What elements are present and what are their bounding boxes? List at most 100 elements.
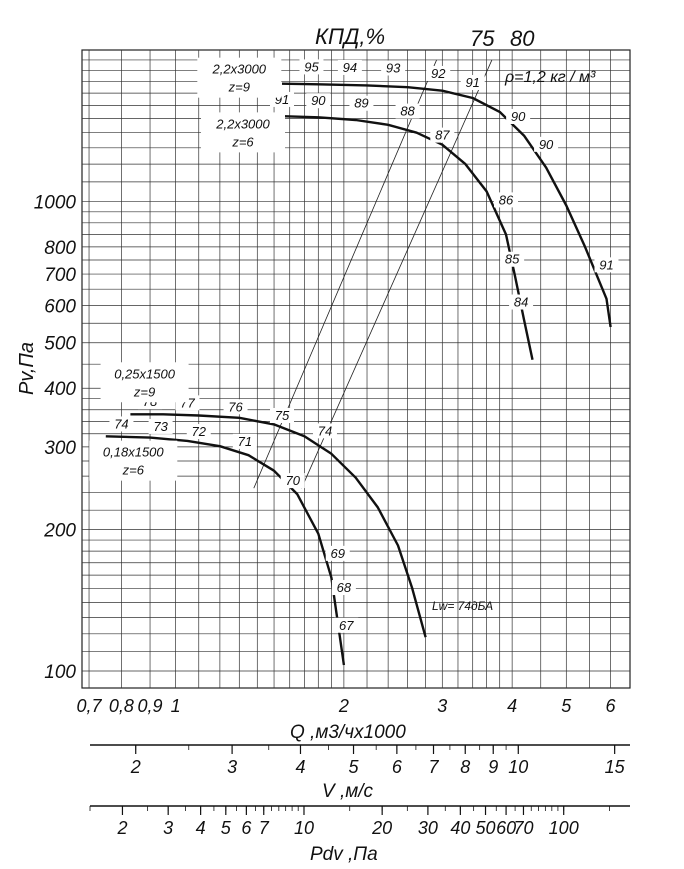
efficiency-mark: 95 <box>304 59 319 74</box>
series-label: 0,25x1500 <box>114 366 175 381</box>
series-label: 0,18x1500 <box>103 445 164 460</box>
secondary-axis-tick-label: 7 <box>259 818 270 838</box>
efficiency-mark-bg <box>270 407 295 423</box>
series-label-bg <box>201 112 286 153</box>
secondary-axis-tick-label: 9 <box>488 757 498 777</box>
chart-axes: 0,7 0,8 0,9 1 2 3 4 5 6 100 200 300 400 500 600 700 800 1… <box>34 192 617 716</box>
series-label-bg <box>89 440 178 481</box>
plot-frame <box>81 49 631 689</box>
x-tick-label: 6 <box>606 696 617 716</box>
y-tick-label: 400 <box>44 379 76 400</box>
efficiency-mark: 88 <box>400 104 415 119</box>
y-axis-label: Pv,Па <box>16 342 38 395</box>
series-label-bg <box>100 362 189 403</box>
y-tick-label: 600 <box>44 297 76 318</box>
efficiency-mark-bg <box>232 433 257 449</box>
series-label: z=9 <box>228 80 250 95</box>
efficiency-mark-bg <box>500 251 525 267</box>
curve-series-2 <box>273 114 534 360</box>
x-tick-label: 1 <box>171 696 181 716</box>
secondary-axis-tick-label: 8 <box>460 757 470 777</box>
efficiency-mark-bg <box>381 60 406 76</box>
efficiency-mark: 90 <box>511 109 526 124</box>
x-tick-label: 5 <box>561 696 572 716</box>
efficiency-mark-bg <box>493 192 518 208</box>
efficiency-mark: 69 <box>331 546 345 561</box>
efficiency-mark: 86 <box>499 192 514 207</box>
chart-grid <box>81 49 631 689</box>
efficiency-mark: 67 <box>339 618 354 633</box>
y-tick-label: 700 <box>44 265 76 286</box>
efficiency-line-label-80: 80 <box>510 26 535 51</box>
efficiency-mark: 94 <box>343 60 357 75</box>
series-label-bg <box>197 57 282 98</box>
secondary-axis-tick-label: 4 <box>295 757 305 777</box>
efficiency-mark: 87 <box>435 128 450 143</box>
density-note: ρ=1,2 кг / м³ <box>504 69 596 86</box>
secondary-axis-tick-label: 5 <box>349 757 360 777</box>
noise-label: Lw= 74дБА <box>432 599 493 613</box>
efficiency-mark-bg <box>349 95 374 111</box>
series-label: z=6 <box>231 134 254 149</box>
curve-series-4 <box>105 435 346 666</box>
y-tick-label: 500 <box>44 334 76 355</box>
series-label: z=6 <box>122 463 145 478</box>
efficiency-mark: 92 <box>431 66 446 81</box>
efficiency-mark-bg <box>280 473 305 489</box>
efficiency-mark: 93 <box>386 60 401 75</box>
efficiency-mark: 90 <box>539 137 554 152</box>
efficiency-mark-bg <box>430 127 455 143</box>
efficiency-mark-bg <box>331 580 356 596</box>
secondary-axis-tick-label: 3 <box>227 757 237 777</box>
series-label: 2,2x3000 <box>212 62 267 77</box>
x-tick-label: 0,7 <box>77 696 103 716</box>
x-tick-label: 2 <box>338 696 349 716</box>
secondary-axis-tick-label: 6 <box>392 757 403 777</box>
x-tick-label: 0,8 <box>109 696 134 716</box>
efficiency-mark-bg <box>460 75 485 91</box>
secondary-axis-tick-label: 3 <box>163 818 173 838</box>
secondary-axis-tick-label: 70 <box>513 818 533 838</box>
efficiency-mark-bg <box>337 59 362 75</box>
efficiency-mark-bg <box>426 65 451 81</box>
dynamic-pressure-axis-label: Pdv ,Па <box>310 844 378 865</box>
efficiency-mark: 85 <box>505 252 520 267</box>
efficiency-mark: 90 <box>311 93 326 108</box>
efficiency-line-label-75: 75 <box>470 26 495 51</box>
efficiency-mark: 73 <box>153 419 168 434</box>
y-tick-label: 200 <box>43 521 76 542</box>
secondary-axis-tick-label: 5 <box>221 818 232 838</box>
series-label: 2,2x3000 <box>215 116 270 131</box>
efficiency-mark-bg <box>148 418 173 434</box>
secondary-axis-tick-label: 10 <box>508 757 528 777</box>
efficiency-mark: 75 <box>275 408 290 423</box>
secondary-axis-tick-label: 6 <box>241 818 252 838</box>
efficiency-mark: 74 <box>114 416 128 431</box>
series-label: z=9 <box>133 384 155 399</box>
x-tick-label: 4 <box>507 696 517 716</box>
efficiency-mark-bg <box>506 108 531 124</box>
efficiency-line-80 <box>301 59 493 489</box>
secondary-axis-tick-label: 10 <box>294 818 314 838</box>
curve-series-1 <box>281 82 612 328</box>
efficiency-mark-bg <box>109 416 134 432</box>
secondary-axis-tick-label: 2 <box>116 818 127 838</box>
secondary-axis-tick-label: 40 <box>450 818 470 838</box>
efficiency-title: КПД,% <box>315 24 385 49</box>
velocity-axis-label: V ,м/с <box>322 781 374 802</box>
efficiency-mark-bg <box>299 59 324 75</box>
efficiency-mark-bg <box>186 424 211 440</box>
chart-labels: 9594939291909091919089888786858478777675… <box>89 57 619 633</box>
secondary-axis-tick-label: 50 <box>476 818 496 838</box>
efficiency-mark: 84 <box>514 295 528 310</box>
efficiency-mark-bg <box>306 93 331 109</box>
efficiency-mark: 68 <box>337 580 352 595</box>
efficiency-mark: 91 <box>465 75 479 90</box>
secondary-axis-tick-label: 20 <box>371 818 392 838</box>
y-tick-label: 1000 <box>34 192 77 213</box>
efficiency-mark-bg <box>395 103 420 119</box>
efficiency-mark: 71 <box>238 434 252 449</box>
x-tick-label: 3 <box>437 696 447 716</box>
